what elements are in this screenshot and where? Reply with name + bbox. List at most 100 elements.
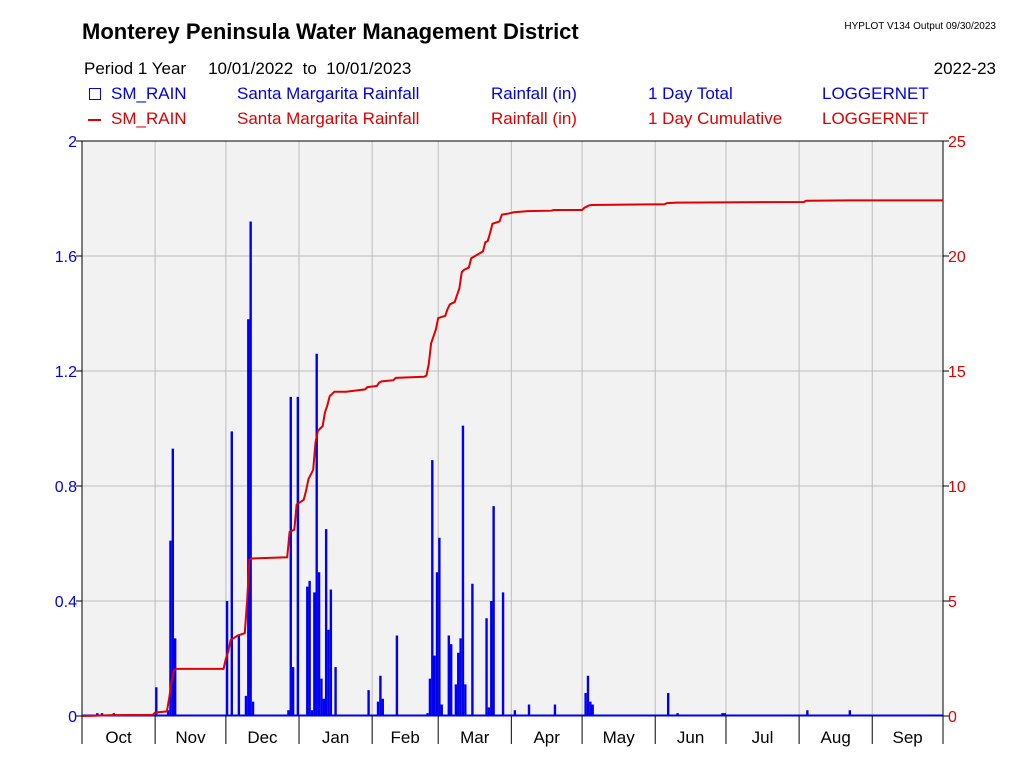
x-month-label: Jun xyxy=(677,728,704,747)
daily-bar xyxy=(247,319,250,716)
y-left-tick-label: 1.2 xyxy=(55,364,77,381)
daily-bar xyxy=(666,693,670,716)
daily-bar xyxy=(230,431,233,716)
daily-bar xyxy=(431,460,434,716)
daily-bar xyxy=(721,713,724,716)
daily-bar xyxy=(501,592,505,716)
daily-bar xyxy=(171,448,175,716)
x-month-label: Jan xyxy=(322,728,349,747)
daily-bar xyxy=(426,713,429,716)
x-month-label: Mar xyxy=(460,728,490,747)
legend-2-variable: Rainfall (in) xyxy=(491,109,577,128)
daily-bar xyxy=(367,690,370,716)
line-legend-icon xyxy=(88,119,101,121)
daily-bar xyxy=(320,678,323,716)
legend-1-source: LOGGERNET xyxy=(822,84,929,103)
daily-bar xyxy=(225,601,229,716)
box-legend-icon xyxy=(89,88,101,100)
daily-bar xyxy=(287,710,290,716)
water-year: 2022-23 xyxy=(933,59,996,78)
daily-bar xyxy=(306,586,309,716)
daily-bar xyxy=(324,529,328,716)
y-right-tick-label: 20 xyxy=(948,249,966,266)
daily-bar xyxy=(492,506,495,716)
daily-bar xyxy=(459,638,462,716)
daily-bar xyxy=(433,655,436,716)
y-right-tick-label: 5 xyxy=(948,594,957,611)
legend-1-stat: 1 Day Total xyxy=(648,84,733,103)
y-right-tick-label: 25 xyxy=(948,134,966,151)
daily-bar xyxy=(440,704,443,716)
daily-bar xyxy=(381,698,384,716)
period-row: Period 1 Year 10/01/2022 to 10/01/2023 xyxy=(84,59,411,79)
daily-bar xyxy=(447,635,451,716)
y-left-tick-label: 2 xyxy=(68,134,77,151)
daily-bar xyxy=(464,684,467,716)
daily-bar xyxy=(289,396,292,716)
daily-bar xyxy=(173,638,177,716)
legend-1-variable: Rainfall (in) xyxy=(491,84,577,103)
daily-bar xyxy=(490,601,493,716)
daily-bar xyxy=(315,353,318,716)
x-month-label: Sep xyxy=(892,728,922,747)
legend-1-site: SM_RAIN xyxy=(111,84,187,103)
y-right-tick-label: 15 xyxy=(948,364,966,381)
daily-bar xyxy=(454,684,458,716)
daily-bar xyxy=(435,572,439,716)
y-left-tick-label: 0 xyxy=(68,709,77,726)
daily-bar xyxy=(329,589,333,716)
daily-bar xyxy=(485,618,488,716)
daily-bar xyxy=(457,652,460,716)
x-month-label: Jul xyxy=(752,728,774,747)
daily-bar xyxy=(308,580,311,716)
legend-2-source: LOGGERNET xyxy=(822,109,929,128)
end-date: 10/01/2023 xyxy=(326,59,412,78)
daily-bar xyxy=(291,667,295,716)
start-date: 10/01/2022 xyxy=(208,59,294,78)
daily-bar xyxy=(322,698,325,716)
daily-bar xyxy=(591,704,594,716)
daily-bar xyxy=(249,221,252,716)
daily-bar xyxy=(296,396,300,716)
daily-bar xyxy=(96,713,99,716)
y-right-tick-label: 0 xyxy=(948,709,957,726)
daily-bar xyxy=(327,629,330,716)
chart-title: Monterey Peninsula Water Management Dist… xyxy=(82,19,579,44)
cumulative-line xyxy=(81,199,943,717)
daily-bar xyxy=(487,707,491,716)
legend-2-site: SM_RAIN xyxy=(111,109,187,128)
daily-bar xyxy=(676,713,679,716)
daily-bar xyxy=(723,713,727,716)
daily-bar xyxy=(155,687,158,716)
y-left-tick-label: 0.4 xyxy=(55,594,77,611)
daily-bar xyxy=(586,675,590,716)
daily-bar xyxy=(379,675,382,716)
x-month-label: May xyxy=(603,728,636,747)
daily-bar xyxy=(251,701,255,716)
daily-bar xyxy=(376,701,380,716)
version-stamp: HYPLOT V134 Output 09/30/2023 xyxy=(844,21,996,32)
daily-bar xyxy=(848,710,852,716)
period-label: Period 1 Year xyxy=(84,59,187,78)
x-month-label: Oct xyxy=(105,728,132,747)
y-right-tick-label: 10 xyxy=(948,479,966,496)
x-month-label: Nov xyxy=(175,728,206,747)
daily-bar xyxy=(471,583,474,716)
daily-bar xyxy=(317,572,321,716)
daily-bar xyxy=(438,537,441,716)
legend-1-name: Santa Margarita Rainfall xyxy=(237,84,420,103)
daily-bar xyxy=(169,540,172,716)
daily-bar xyxy=(553,704,557,716)
x-month-label: Apr xyxy=(533,728,560,747)
daily-bar xyxy=(334,667,337,716)
to-label: to xyxy=(302,59,317,78)
y-left-tick-label: 1.6 xyxy=(55,249,77,266)
daily-bar xyxy=(806,710,809,716)
legend-2-stat: 1 Day Cumulative xyxy=(648,109,783,128)
plot-area xyxy=(82,141,943,716)
daily-bar xyxy=(527,704,531,716)
y-left-tick-label: 0.8 xyxy=(55,479,77,496)
x-month-label: Dec xyxy=(247,728,278,747)
x-month-label: Feb xyxy=(391,728,420,747)
